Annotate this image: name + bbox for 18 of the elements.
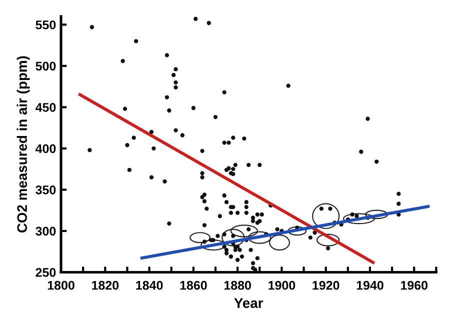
y-tick-label: 350	[36, 186, 56, 194]
y-tick-label: 500	[36, 62, 56, 71]
x-tick-label: 1800	[48, 280, 74, 290]
x-tick-label: 1860	[180, 280, 207, 290]
y-tick-label: 300	[36, 226, 56, 236]
y-axis-title: CO2 measured in air (ppm)	[16, 56, 30, 232]
y-tick-label: 450	[35, 102, 56, 112]
y-tick-label: 400	[35, 144, 56, 154]
x-tick-label: 1880	[224, 280, 251, 290]
x-tick-label: 1940	[356, 280, 384, 290]
y-tick-label: 250	[36, 268, 56, 277]
x-tick-label: 1920	[312, 280, 340, 290]
x-tick-label: 1900	[268, 280, 296, 290]
x-tick-label: 1840	[136, 280, 163, 290]
x-axis-title: Year	[234, 298, 264, 308]
y-tick-label: 550	[36, 20, 56, 30]
x-tick-label: 1960	[400, 280, 428, 290]
x-tick-label: 1820	[92, 280, 119, 290]
